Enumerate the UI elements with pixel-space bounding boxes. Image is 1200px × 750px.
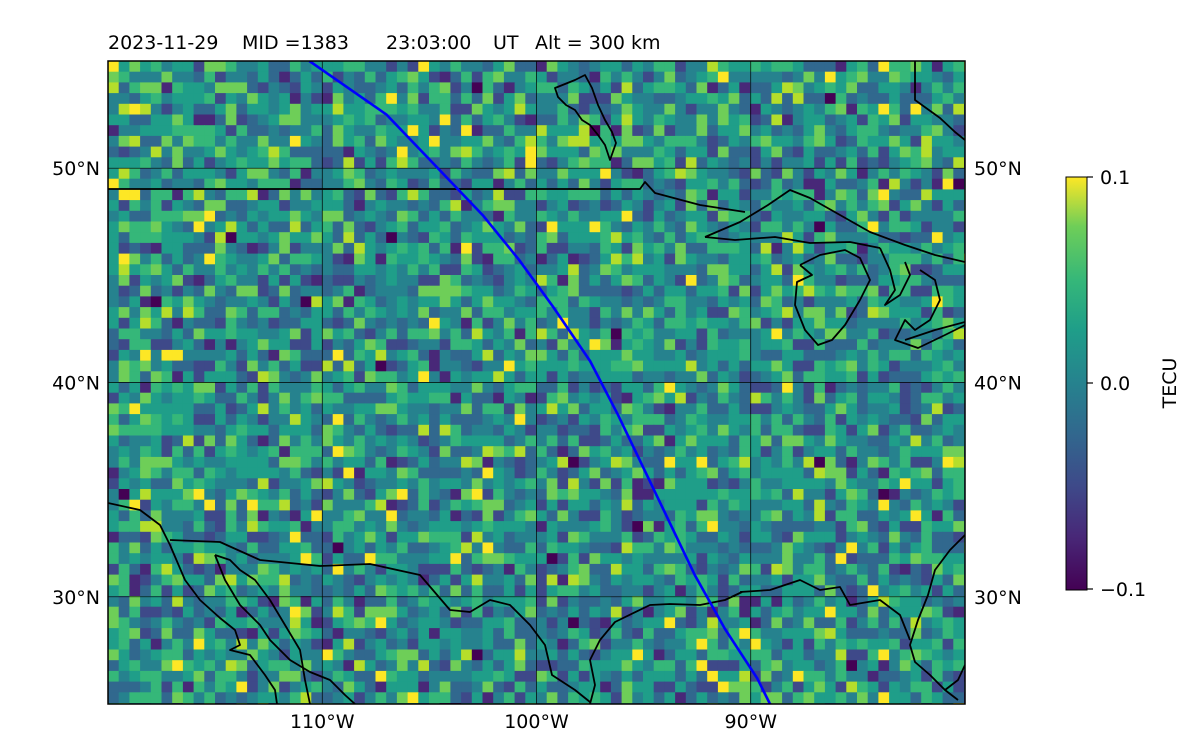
pacific-coast — [108, 502, 278, 704]
map-gridlines — [108, 61, 965, 704]
satellite-track — [308, 61, 772, 704]
baja-peninsula — [214, 554, 311, 704]
lat-label-left: 40°N — [52, 373, 100, 395]
lake-superior — [704, 236, 881, 249]
lon-label: 100°W — [504, 711, 569, 733]
lon-label: 90°W — [725, 711, 778, 733]
map-frame — [107, 60, 966, 705]
axis-labels: 50°N 50°N 40°N 40°N 30°N 30°N 110°W 100°W 90°W — [52, 158, 1022, 733]
lon-label: 110°W — [290, 711, 355, 733]
hudson-bay-coast — [914, 61, 965, 141]
coastlines-borders — [108, 61, 965, 704]
tec-heatmap — [108, 61, 965, 704]
gulf-of-california-coast — [214, 554, 356, 704]
texas-coast — [589, 591, 743, 704]
lat-label-right: 40°N — [974, 373, 1022, 395]
title-date: 2023-11-29 — [108, 32, 218, 54]
colorbar-label: TECU — [1159, 358, 1181, 410]
gulf-coast-north — [739, 579, 911, 641]
lake-winnipeg — [554, 74, 617, 161]
map-panel — [108, 61, 965, 704]
colorbar-tick-min: −0.1 — [1100, 579, 1146, 601]
title-mid: MID =1383 — [242, 32, 349, 54]
colorbar-tick-zero: 0.0 — [1100, 373, 1130, 395]
title-ut: UT — [493, 32, 519, 54]
us-mexico-border — [169, 539, 591, 703]
lake-michigan — [794, 249, 871, 346]
colorbar-tick-max: 0.1 — [1100, 167, 1130, 189]
lake-ontario — [904, 321, 965, 341]
colorbar — [1065, 176, 1088, 591]
lat-label-right: 30°N — [974, 587, 1022, 609]
lat-label-left: 30°N — [52, 587, 100, 609]
lat-label-left: 50°N — [52, 158, 100, 180]
title-time: 23:03:00 — [386, 32, 471, 54]
lake-erie-ontario — [894, 269, 965, 349]
great-lakes-coast — [704, 189, 965, 263]
florida-coast — [944, 664, 965, 691]
lat-label-right: 50°N — [974, 158, 1022, 180]
title-alt: Alt = 300 km — [535, 32, 661, 54]
gulf-coast — [909, 534, 965, 701]
lake-huron — [879, 247, 911, 306]
us-canada-border — [108, 181, 746, 213]
